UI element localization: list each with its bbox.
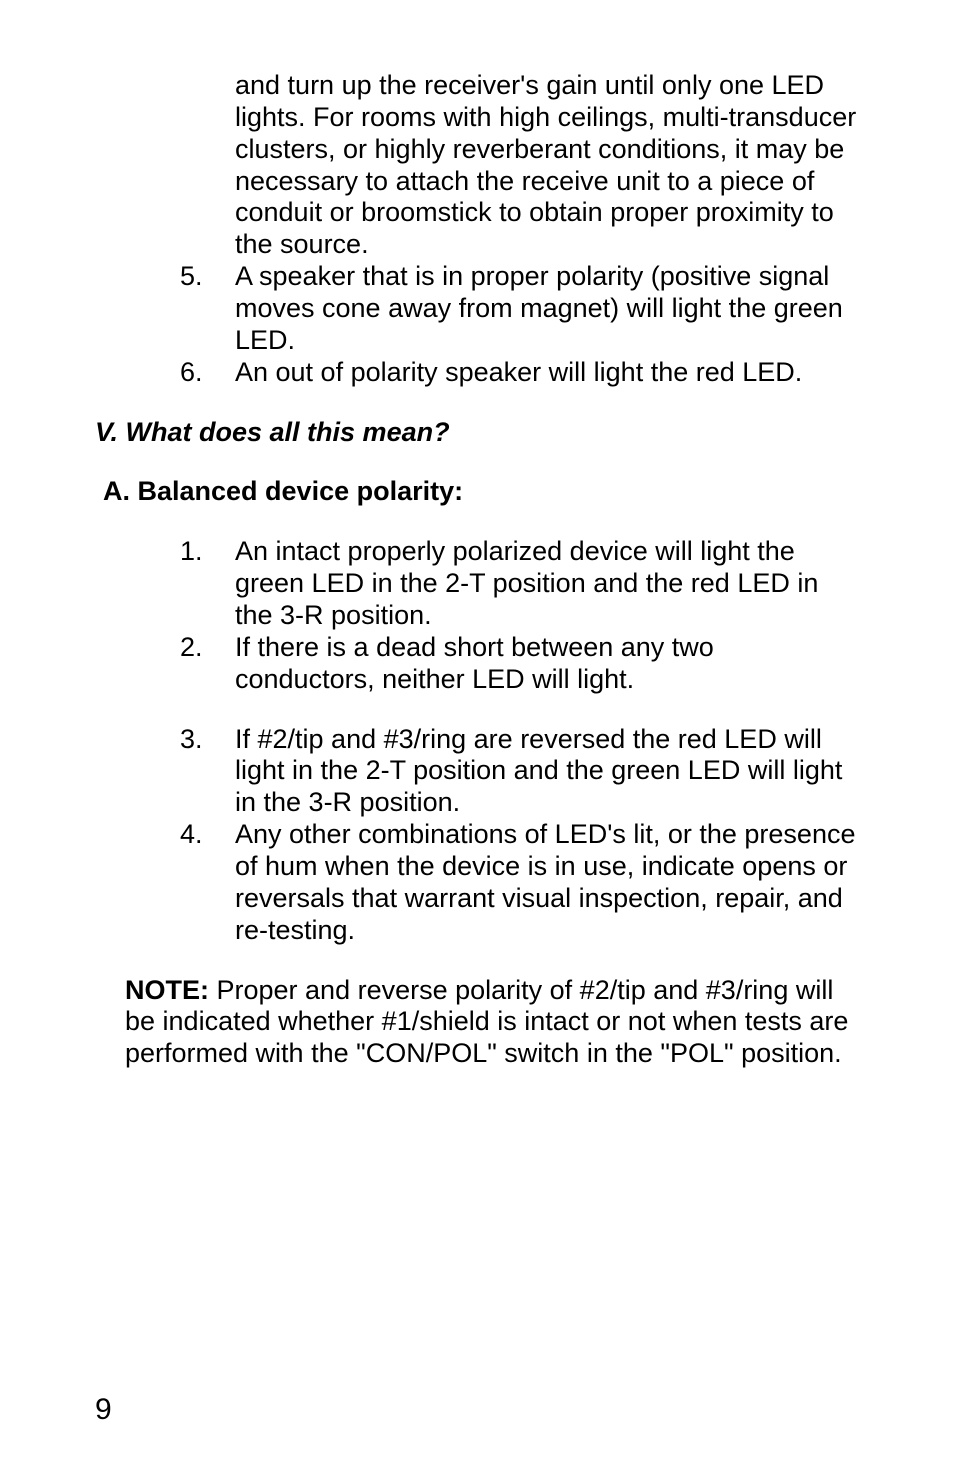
list-text: An out of polarity speaker will light th…: [235, 357, 859, 389]
list-item: 5. A speaker that is in proper polarity …: [150, 261, 859, 357]
list-text: If #2/tip and #3/ring are reversed the r…: [235, 724, 859, 820]
sub-heading: A. Balanced device polarity:: [103, 476, 859, 508]
list-text: If there is a dead short between any two…: [235, 632, 859, 696]
spacer: [150, 696, 859, 724]
list-item: 1. An intact properly polarized device w…: [150, 536, 859, 632]
list-number: 2.: [150, 632, 235, 696]
list-number: [150, 70, 235, 261]
note-block: NOTE: Proper and reverse polarity of #2/…: [125, 975, 859, 1071]
top-list: and turn up the receiver's gain until on…: [95, 70, 859, 389]
list-text: and turn up the receiver's gain until on…: [235, 70, 859, 261]
list-item: 2. If there is a dead short between any …: [150, 632, 859, 696]
list-text: A speaker that is in proper polarity (po…: [235, 261, 859, 357]
list-item: and turn up the receiver's gain until on…: [150, 70, 859, 261]
document-content: and turn up the receiver's gain until on…: [95, 70, 859, 1070]
list-number: 5.: [150, 261, 235, 357]
list-number: 4.: [150, 819, 235, 946]
list-number: 1.: [150, 536, 235, 632]
sub-list: 1. An intact properly polarized device w…: [95, 536, 859, 946]
section-heading: V. What does all this mean?: [95, 417, 859, 449]
list-item: 4. Any other combinations of LED's lit, …: [150, 819, 859, 946]
note-text: Proper and reverse polarity of #2/tip an…: [125, 975, 848, 1069]
list-item: 3. If #2/tip and #3/ring are reversed th…: [150, 724, 859, 820]
note-label: NOTE:: [125, 975, 209, 1005]
page-number: 9: [95, 1393, 112, 1427]
list-number: 3.: [150, 724, 235, 820]
list-text: Any other combinations of LED's lit, or …: [235, 819, 859, 946]
list-text: An intact properly polarized device will…: [235, 536, 859, 632]
list-item: 6. An out of polarity speaker will light…: [150, 357, 859, 389]
list-number: 6.: [150, 357, 235, 389]
